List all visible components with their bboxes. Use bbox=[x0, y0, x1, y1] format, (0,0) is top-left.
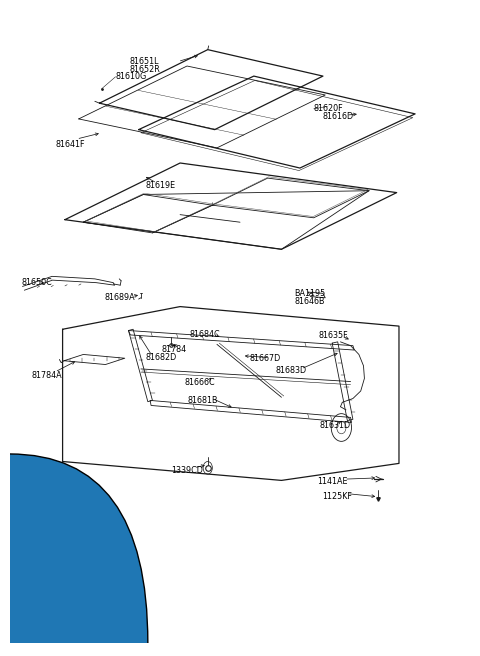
Text: 81610G: 81610G bbox=[116, 72, 147, 81]
Text: 81650C: 81650C bbox=[21, 278, 52, 287]
Text: 81667D: 81667D bbox=[249, 354, 280, 363]
Text: 81683D: 81683D bbox=[276, 366, 307, 375]
Text: 81619E: 81619E bbox=[145, 181, 176, 190]
Text: 81616D: 81616D bbox=[323, 112, 354, 121]
Text: 81635F: 81635F bbox=[318, 331, 348, 340]
Text: 1125KF: 1125KF bbox=[322, 491, 352, 501]
Text: 81651L: 81651L bbox=[130, 57, 159, 66]
Text: BA1195: BA1195 bbox=[294, 289, 325, 298]
Text: 81641F: 81641F bbox=[56, 140, 85, 149]
FancyBboxPatch shape bbox=[0, 454, 148, 656]
Text: 1339CD: 1339CD bbox=[171, 466, 203, 475]
Text: 81646B: 81646B bbox=[294, 297, 325, 306]
Text: 81784A: 81784A bbox=[32, 371, 62, 380]
Text: 1141AE: 1141AE bbox=[317, 476, 348, 485]
Text: 81631D: 81631D bbox=[319, 421, 350, 430]
Text: 81784: 81784 bbox=[162, 345, 187, 354]
Text: 81684C: 81684C bbox=[189, 330, 220, 338]
Text: 81620F: 81620F bbox=[314, 104, 343, 113]
Text: 81681B: 81681B bbox=[187, 396, 217, 405]
Text: 81666C: 81666C bbox=[185, 379, 216, 387]
Text: 81652R: 81652R bbox=[130, 65, 160, 73]
Text: 81689A: 81689A bbox=[104, 293, 135, 302]
Text: 81682D: 81682D bbox=[145, 353, 177, 362]
